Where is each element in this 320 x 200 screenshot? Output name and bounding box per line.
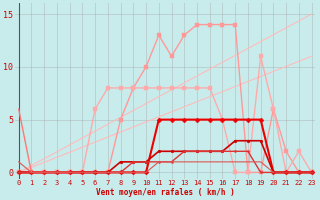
X-axis label: Vent moyen/en rafales ( km/h ): Vent moyen/en rafales ( km/h ) — [96, 188, 235, 197]
